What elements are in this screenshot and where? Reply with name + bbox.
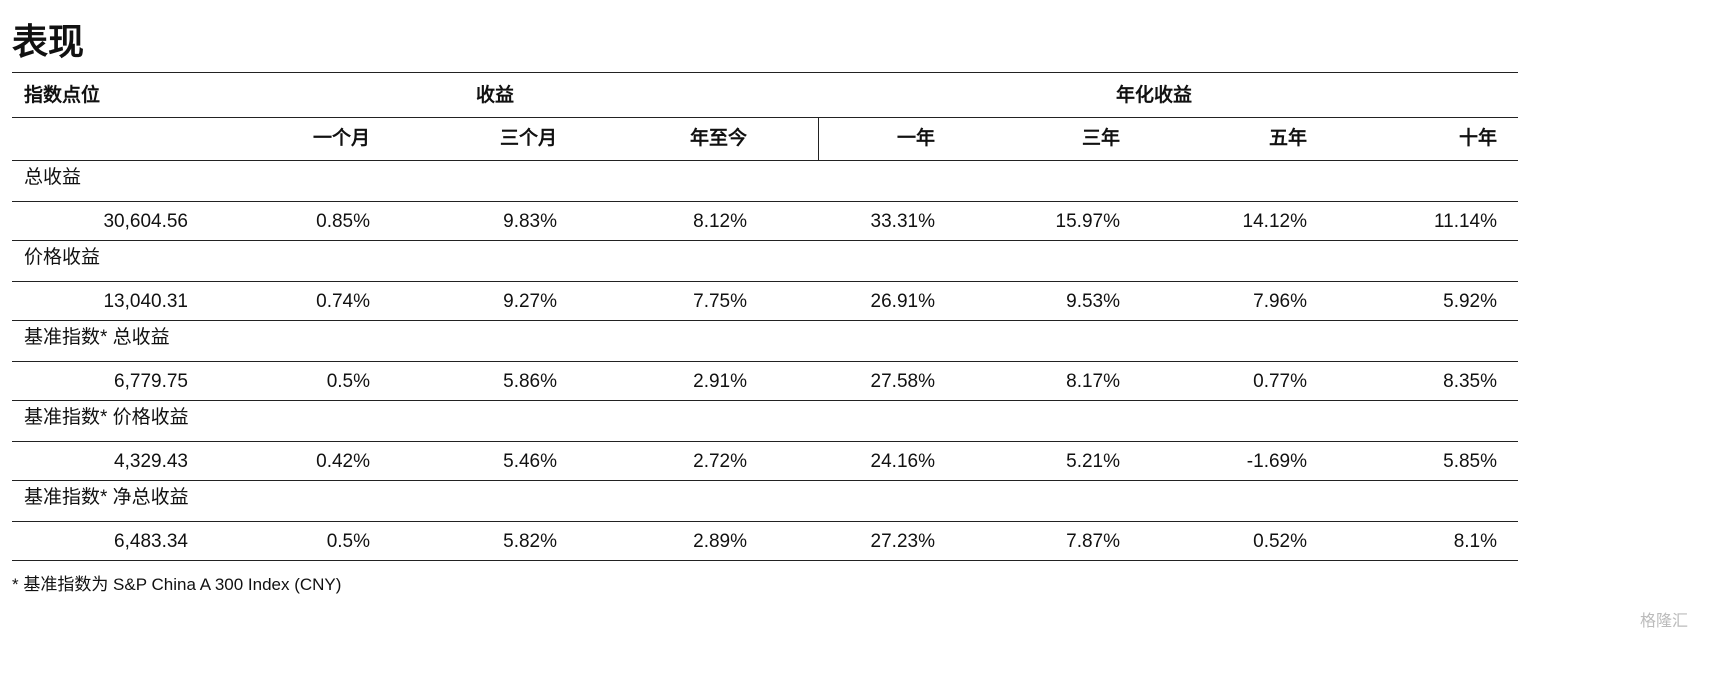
column-header: 三个月 <box>499 128 557 149</box>
row-label: 价格收益 <box>24 247 101 268</box>
rule <box>12 160 1518 161</box>
cell: 9.27% <box>503 291 557 312</box>
cell: 9.53% <box>1066 291 1120 312</box>
rule <box>12 480 1518 481</box>
cell: 15.97% <box>1055 211 1120 232</box>
title: 表现 <box>12 21 85 62</box>
group-header: 指数点位 <box>24 85 101 106</box>
cell: 0.5% <box>326 371 370 392</box>
cell: 27.58% <box>870 371 935 392</box>
cell: 27.23% <box>870 531 935 552</box>
rule <box>12 560 1518 561</box>
cell: 5.86% <box>503 371 557 392</box>
cell: 0.52% <box>1253 531 1307 552</box>
rule <box>12 320 1518 321</box>
cell: 7.87% <box>1066 531 1120 552</box>
column-header: 年至今 <box>689 128 747 149</box>
cell: -1.69% <box>1246 451 1307 472</box>
row-label: 基准指数* 净总收益 <box>24 487 189 508</box>
cell: 2.72% <box>693 451 747 472</box>
cell: 8.35% <box>1443 371 1497 392</box>
cell: 24.16% <box>870 451 935 472</box>
cell: 7.96% <box>1253 291 1307 312</box>
cell: 5.46% <box>503 451 557 472</box>
cell: 30,604.56 <box>103 211 188 232</box>
cell: 6,779.75 <box>114 371 188 392</box>
row-label: 基准指数* 价格收益 <box>24 407 189 428</box>
cell: 14.12% <box>1242 211 1307 232</box>
cell: 0.42% <box>316 451 370 472</box>
group-header: 收益 <box>476 85 515 106</box>
cell: 0.5% <box>326 531 370 552</box>
column-header: 五年 <box>1268 128 1307 149</box>
cell: 0.77% <box>1253 371 1307 392</box>
cell: 33.31% <box>870 211 935 232</box>
cell: 0.85% <box>316 211 370 232</box>
rule <box>12 117 1518 118</box>
cell: 0.74% <box>316 291 370 312</box>
column-header: 一年 <box>896 128 935 149</box>
row-label: 基准指数* 总收益 <box>24 327 170 348</box>
cell: 11.14% <box>1433 211 1497 232</box>
cell: 8.1% <box>1453 531 1497 552</box>
column-divider <box>818 117 819 160</box>
rule <box>12 72 1518 73</box>
cell: 9.83% <box>503 211 557 232</box>
cell: 5.82% <box>503 531 557 552</box>
column-header: 十年 <box>1458 128 1497 149</box>
rule <box>12 361 1518 362</box>
cell: 4,329.43 <box>114 451 188 472</box>
cell: 2.89% <box>693 531 747 552</box>
cell: 8.17% <box>1066 371 1120 392</box>
cell: 13,040.31 <box>103 291 188 312</box>
cell: 6,483.34 <box>114 531 188 552</box>
cell: 2.91% <box>693 371 747 392</box>
cell: 5.21% <box>1066 451 1120 472</box>
watermark: 格隆汇 <box>1640 613 1689 630</box>
rule <box>12 240 1518 241</box>
rule <box>12 281 1518 282</box>
rule <box>12 201 1518 202</box>
column-header: 一个月 <box>312 128 370 149</box>
cell: 5.92% <box>1443 291 1497 312</box>
cell: 5.85% <box>1443 451 1497 472</box>
footnote: * 基准指数为 S&P China A 300 Index (CNY) <box>12 575 342 594</box>
cell: 26.91% <box>870 291 935 312</box>
cell: 8.12% <box>693 211 747 232</box>
rule <box>12 441 1518 442</box>
rule <box>12 521 1518 522</box>
column-header: 三年 <box>1081 128 1120 149</box>
row-label: 总收益 <box>24 167 82 188</box>
rule <box>12 400 1518 401</box>
cell: 7.75% <box>693 291 747 312</box>
group-header: 年化收益 <box>1116 85 1193 106</box>
